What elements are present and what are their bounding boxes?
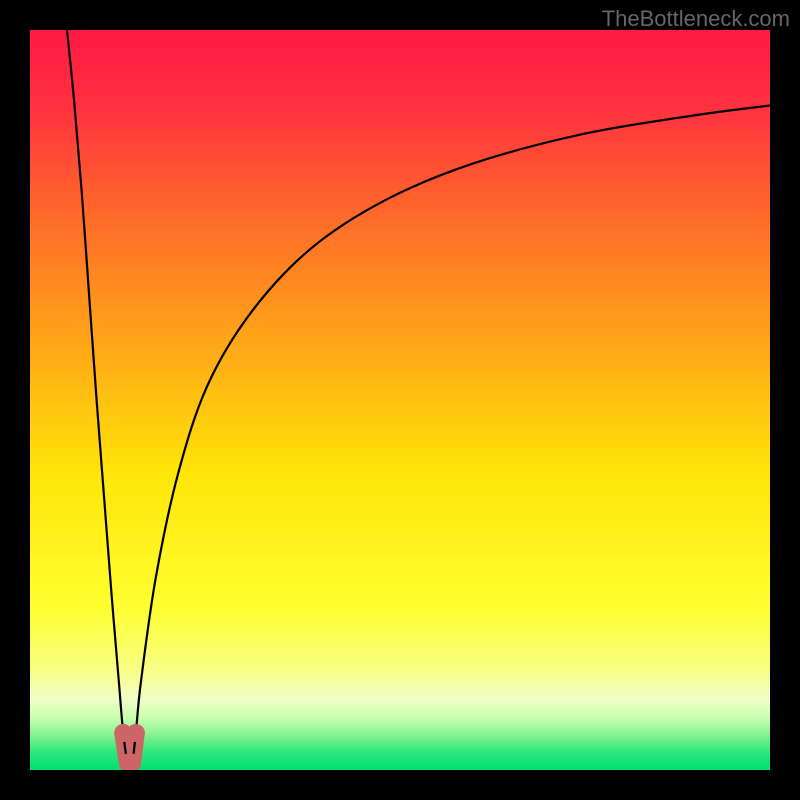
curve-layer <box>30 30 770 770</box>
watermark-text: TheBottleneck.com <box>602 6 790 32</box>
trough-marker <box>127 724 145 742</box>
plot-area <box>30 30 770 770</box>
bottleneck-curve <box>67 30 770 766</box>
